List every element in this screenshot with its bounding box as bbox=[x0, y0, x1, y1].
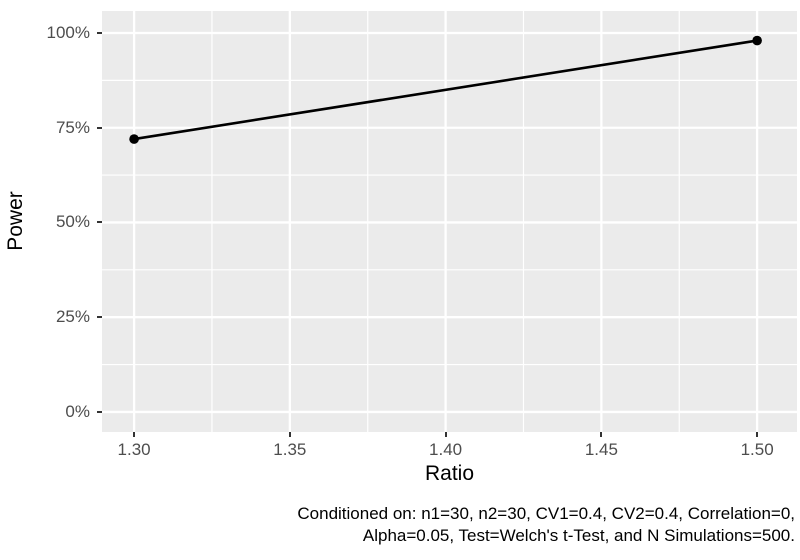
x-tick-mark bbox=[756, 432, 759, 437]
x-tick-mark bbox=[133, 432, 136, 437]
y-tick-mark bbox=[97, 316, 102, 319]
y-tick-label: 75% bbox=[55, 117, 90, 137]
y-tick-label: 50% bbox=[55, 212, 90, 232]
power-line bbox=[132, 39, 759, 141]
x-tick-label: 1.40 bbox=[429, 440, 463, 459]
y-tick-label: 0% bbox=[65, 401, 90, 421]
plot-caption: Conditioned on: n1=30, n2=30, CV1=0.4, C… bbox=[297, 503, 795, 547]
plot-panel bbox=[102, 11, 797, 432]
x-tick-mark bbox=[600, 432, 603, 437]
x-tick-label: 1.35 bbox=[273, 440, 307, 459]
x-axis-title: Ratio bbox=[424, 462, 475, 485]
y-tick-mark bbox=[97, 31, 102, 34]
y-tick-mark bbox=[97, 410, 102, 413]
y-tick-mark bbox=[97, 221, 102, 224]
data-point bbox=[752, 35, 762, 46]
x-tick-label: 1.45 bbox=[584, 440, 618, 459]
caption-line-2: Alpha=0.05, Test=Welch's t-Test, and N S… bbox=[362, 526, 795, 545]
data-point bbox=[129, 134, 139, 144]
x-tick-mark bbox=[288, 432, 291, 437]
caption-line-1: Conditioned on: n1=30, n2=30, CV1=0.4, C… bbox=[297, 504, 795, 523]
x-tick-label: 1.30 bbox=[117, 440, 151, 459]
y-tick-label: 100% bbox=[46, 22, 90, 42]
plot-svg bbox=[102, 11, 797, 432]
y-tick-mark bbox=[97, 126, 102, 129]
x-tick-mark bbox=[444, 432, 447, 437]
x-tick-label: 1.50 bbox=[740, 440, 774, 459]
y-axis-title: Power bbox=[4, 191, 27, 251]
y-tick-label: 25% bbox=[55, 307, 90, 327]
